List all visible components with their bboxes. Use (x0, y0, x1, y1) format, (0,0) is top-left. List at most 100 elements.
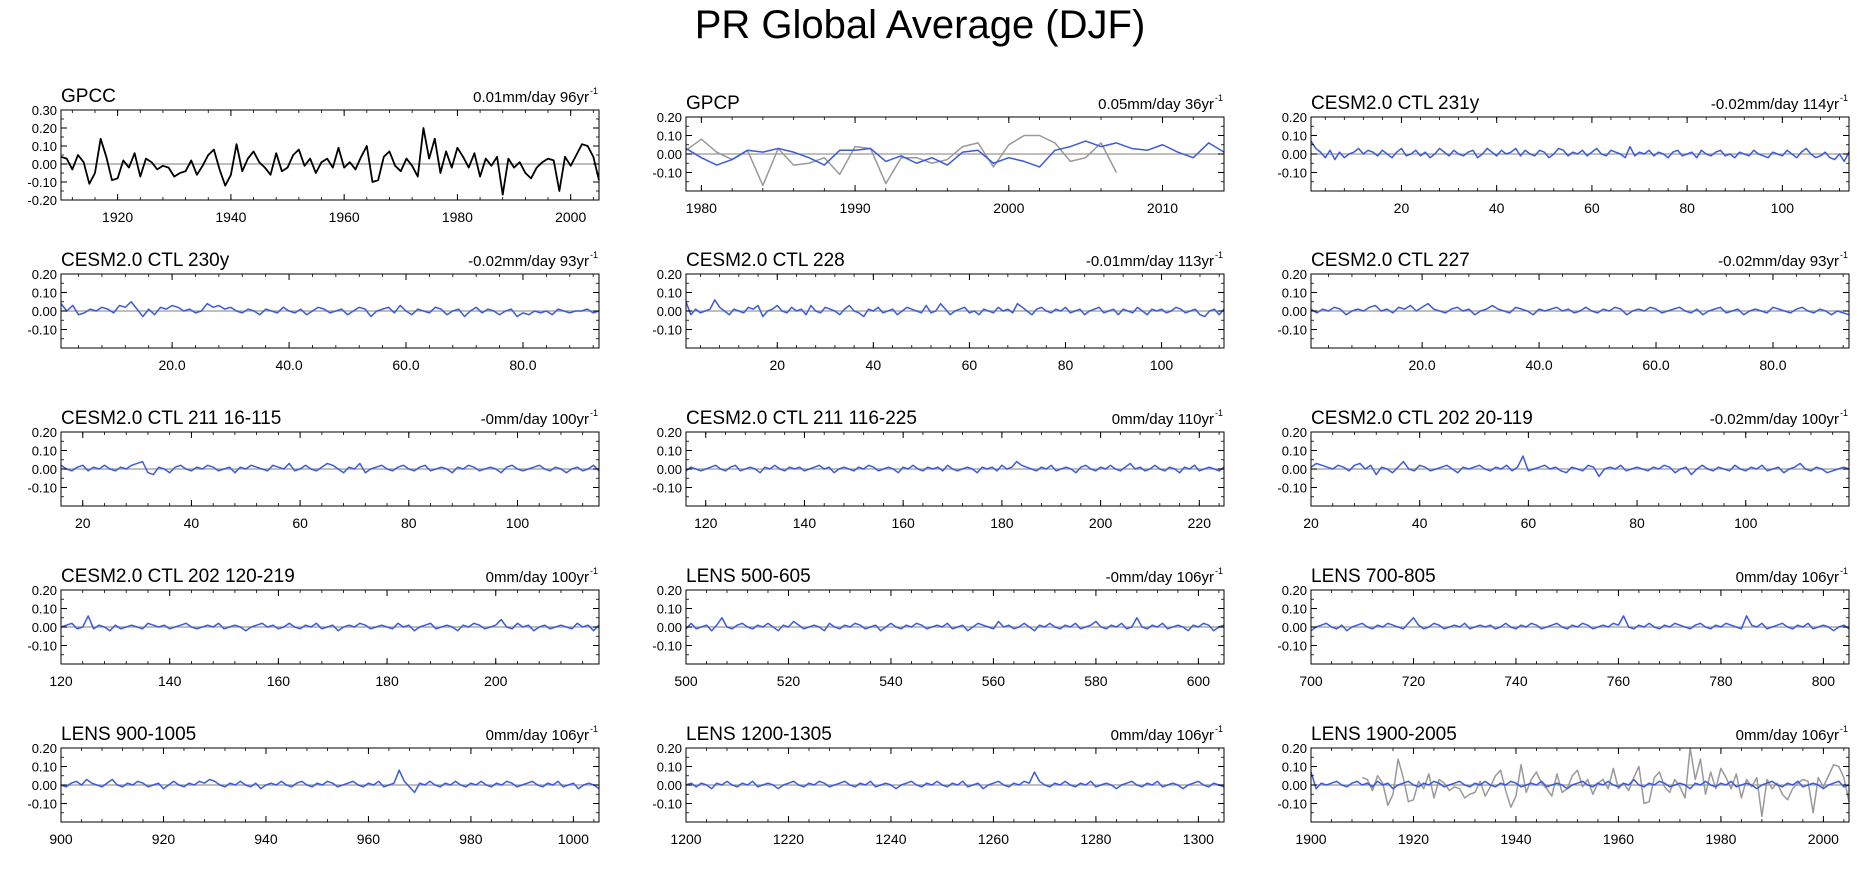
panel-7: CESM2.0 CTL 211 16-115 -0mm/day 100yr -1 0.… (27, 408, 600, 531)
y-tick-label: 0.20 (657, 110, 682, 125)
y-tick-label: 0.20 (657, 267, 682, 282)
panel-12: LENS 700-805 0mm/day 106yr -1 0.20 0.10 0.00 -… (1277, 566, 1850, 689)
panel-title: CESM2.0 CTL 227 (1311, 250, 1470, 271)
trend-superscript: -1 (1840, 724, 1848, 734)
y-tick-label: -0.10 (27, 323, 57, 338)
y-tick-label: 0.30 (32, 103, 57, 118)
panel-10: CESM2.0 CTL 202 120-219 0mm/day 100yr -1 0.… (27, 566, 600, 689)
y-tick-label: 0.20 (657, 425, 682, 440)
y-tick-label: 0.10 (32, 760, 57, 775)
x-tick-label: 80 (401, 515, 417, 531)
trend-superscript: -1 (1215, 566, 1223, 576)
series-line-blue (1310, 140, 1850, 163)
x-tick-label: 40 (184, 515, 200, 531)
x-tick-label: 60 (962, 357, 978, 373)
series-line-blue (685, 460, 1225, 474)
x-tick-label: 1990 (840, 200, 871, 216)
series-line-black (60, 127, 600, 196)
series-line-blue (1310, 615, 1850, 632)
series-line-blue (60, 460, 600, 476)
x-tick-label: 920 (152, 831, 176, 847)
trend-superscript: -1 (1215, 250, 1223, 260)
series-line-blue (685, 140, 1225, 168)
y-tick-label: 0.10 (657, 602, 682, 617)
y-tick-label: 0.00 (32, 157, 57, 172)
series-line-blue (1310, 771, 1850, 790)
x-tick-label: 1000 (558, 831, 589, 847)
panel-title: CESM2.0 CTL 228 (686, 250, 845, 271)
x-tick-label: 760 (1607, 673, 1631, 689)
panel-13: LENS 900-1005 0mm/day 106yr -1 0.20 0.10 0.00… (27, 724, 600, 847)
trend-label: -0.02mm/day 93yr (468, 253, 589, 270)
trend-superscript: -1 (1840, 250, 1848, 260)
x-tick-label: 80 (1629, 515, 1645, 531)
panel-9: CESM2.0 CTL 202 20-119 -0.02mm/day 100yr -… (1277, 408, 1850, 531)
x-tick-label: 220 (1188, 515, 1212, 531)
trend-label: -0.02mm/day 93yr (1718, 253, 1839, 270)
x-tick-label: 100 (1734, 515, 1758, 531)
x-tick-label: 1960 (329, 209, 360, 225)
x-tick-label: 160 (891, 515, 915, 531)
y-tick-label: 0.20 (657, 583, 682, 598)
y-tick-label: 0.00 (1282, 778, 1307, 793)
panel-14: LENS 1200-1305 0mm/day 106yr -1 0.20 0.10 0.0… (652, 724, 1225, 847)
trend-label: 0mm/day 110yr (1112, 411, 1214, 428)
x-tick-label: 20 (769, 357, 785, 373)
trend-label: 0mm/day 106yr (1736, 727, 1839, 744)
x-tick-label: 700 (1299, 673, 1323, 689)
y-tick-label: -0.10 (1277, 481, 1307, 496)
y-tick-label: 0.00 (1282, 304, 1307, 319)
x-tick-label: 200 (1089, 515, 1113, 531)
y-tick-label: -0.10 (652, 323, 682, 338)
series-line-blue (685, 617, 1225, 632)
x-tick-label: 500 (674, 673, 698, 689)
plot-frame (60, 109, 600, 201)
y-tick-label: 0.10 (1282, 286, 1307, 301)
y-tick-label: 0.10 (32, 286, 57, 301)
y-tick-label: 0.20 (32, 121, 57, 136)
panel-title: LENS 500-605 (686, 566, 811, 587)
y-tick-label: -0.10 (27, 797, 57, 812)
x-tick-label: 1980 (1705, 831, 1736, 847)
x-tick-label: 1900 (1295, 831, 1326, 847)
panel-2: GPCP 0.05mm/day 36yr -1 0.20 0.10 0.00 -0.10 19… (652, 93, 1225, 216)
x-tick-label: 40 (1412, 515, 1428, 531)
x-tick-label: 40 (866, 357, 882, 373)
x-tick-label: 60.0 (392, 357, 419, 373)
trend-label: -0.02mm/day 100yr (1710, 411, 1839, 428)
y-tick-label: 0.00 (32, 462, 57, 477)
x-tick-label: 1960 (1603, 831, 1634, 847)
y-tick-label: 0.00 (1282, 147, 1307, 162)
panel-title: LENS 1200-1305 (686, 724, 832, 745)
panel-title: CESM2.0 CTL 202 20-119 (1311, 408, 1533, 429)
panel-title: LENS 700-805 (1311, 566, 1436, 587)
y-tick-label: 0.10 (1282, 760, 1307, 775)
panel-grid: GPCC 0.01mm/day 96yr -10.300.200.100.00-0.… (27, 86, 1850, 847)
y-tick-label: 0.20 (32, 741, 57, 756)
x-tick-label: 20 (75, 515, 91, 531)
trend-superscript: -1 (1215, 93, 1223, 103)
x-tick-label: 1300 (1183, 831, 1214, 847)
x-tick-label: 40 (1489, 200, 1505, 216)
y-tick-label: -0.10 (1277, 166, 1307, 181)
x-tick-label: 140 (793, 515, 817, 531)
x-tick-label: 720 (1402, 673, 1426, 689)
trend-superscript: -1 (590, 250, 598, 260)
x-tick-label: 2000 (993, 200, 1024, 216)
y-tick-label: 0.00 (32, 778, 57, 793)
x-tick-label: 100 (1771, 200, 1795, 216)
trend-label: 0mm/day 100yr (486, 569, 589, 586)
trend-superscript: -1 (590, 724, 598, 734)
x-tick-label: 80.0 (509, 357, 536, 373)
x-tick-label: 80 (1679, 200, 1695, 216)
x-tick-label: 1220 (773, 831, 804, 847)
x-tick-label: 2010 (1147, 200, 1178, 216)
y-tick-label: 0.20 (1282, 425, 1307, 440)
y-tick-label: 0.00 (657, 620, 682, 635)
series-line-blue (1310, 302, 1850, 316)
panel-title: LENS 900-1005 (61, 724, 196, 745)
x-tick-label: 140 (158, 673, 182, 689)
y-tick-label: -0.10 (652, 797, 682, 812)
trend-label: -0mm/day 100yr (481, 411, 589, 428)
